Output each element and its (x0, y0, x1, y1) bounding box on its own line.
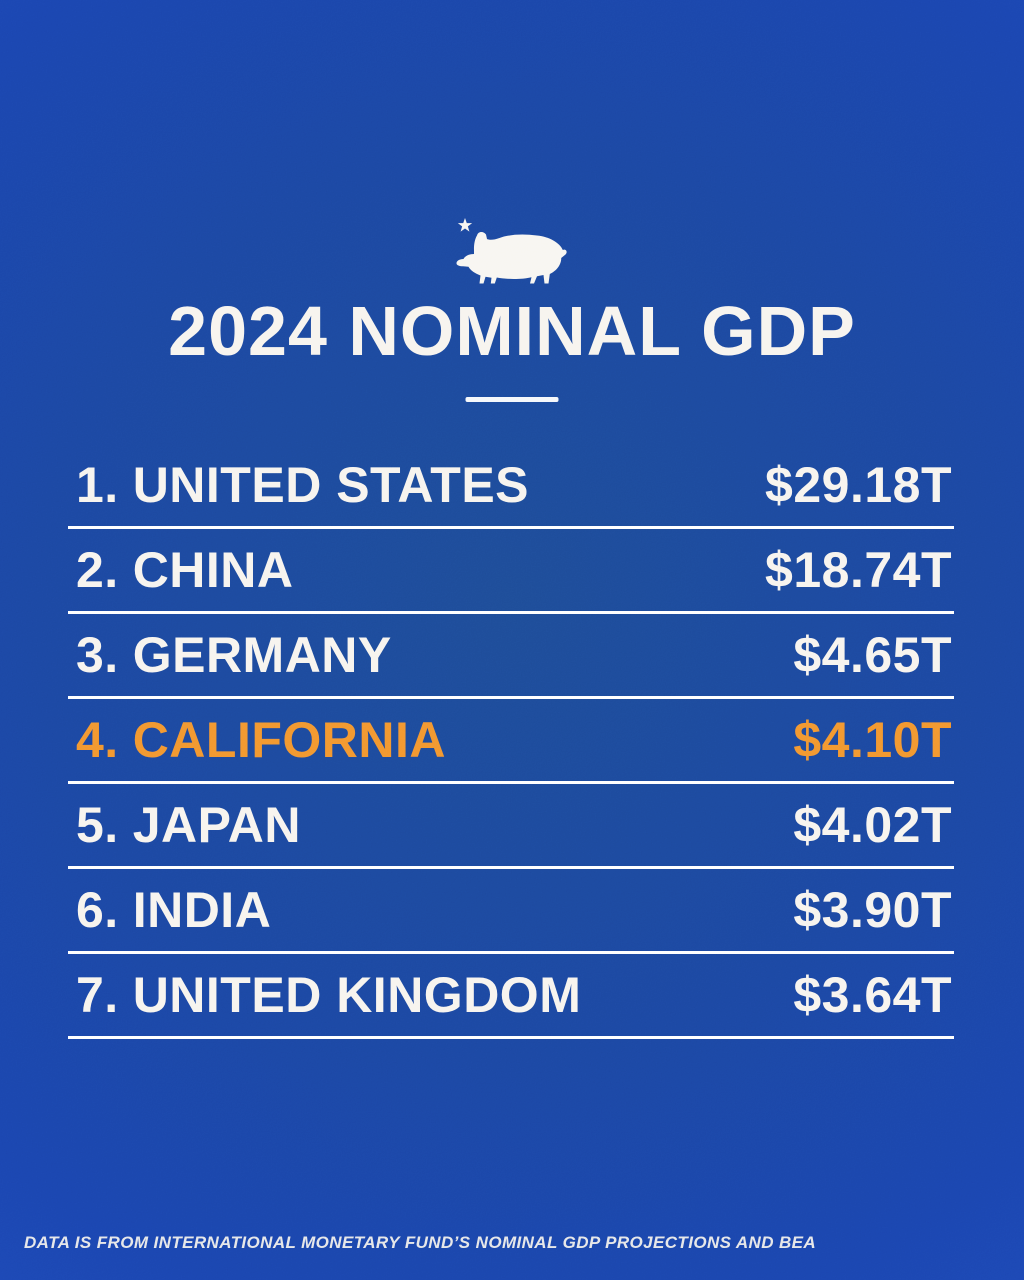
row-value: $3.64T (793, 967, 952, 1023)
row-rank: 3. (76, 627, 119, 683)
table-row: 7. UNITED KINGDOM $3.64T (68, 954, 954, 1039)
row-rank: 6. (76, 882, 119, 938)
row-value: $3.90T (793, 882, 952, 938)
star-icon (457, 218, 473, 232)
table-row: 4. CALIFORNIA $4.10T (68, 699, 954, 784)
row-rank: 2. (76, 542, 119, 598)
row-name: INDIA (132, 882, 272, 938)
row-rank: 4. (76, 712, 119, 768)
row-rank: 7. (76, 967, 119, 1023)
row-name: GERMANY (132, 627, 392, 683)
gdp-ranking-list: 1. UNITED STATES $29.18T 2. CHINA $18.74T … (68, 444, 954, 1039)
row-value: $4.65T (793, 627, 952, 683)
table-row: 2. CHINA $18.74T (68, 529, 954, 614)
table-row: 3. GERMANY $4.65T (68, 614, 954, 699)
table-row: 6. INDIA $3.90T (68, 869, 954, 954)
row-rank: 5. (76, 797, 119, 853)
row-name: CALIFORNIA (132, 712, 447, 768)
source-note: DATA IS FROM INTERNATIONAL MONETARY FUND… (24, 1233, 817, 1252)
table-row: 5. JAPAN $4.02T (68, 784, 954, 869)
table-row: 1. UNITED STATES $29.18T (68, 444, 954, 529)
bear-icon (456, 231, 567, 284)
row-name: UNITED STATES (132, 457, 530, 513)
row-rank: 1. (76, 457, 119, 513)
row-name: JAPAN (132, 797, 301, 853)
row-value: $4.10T (793, 712, 952, 768)
title-underline (465, 397, 559, 402)
row-value: $18.74T (765, 542, 952, 598)
california-bear-logo (452, 216, 572, 288)
row-value: $4.02T (793, 797, 952, 853)
row-value: $29.18T (765, 457, 952, 513)
row-name: UNITED KINGDOM (132, 967, 582, 1023)
row-name: CHINA (132, 542, 294, 598)
page-title: 2024 NOMINAL GDP (168, 292, 856, 370)
